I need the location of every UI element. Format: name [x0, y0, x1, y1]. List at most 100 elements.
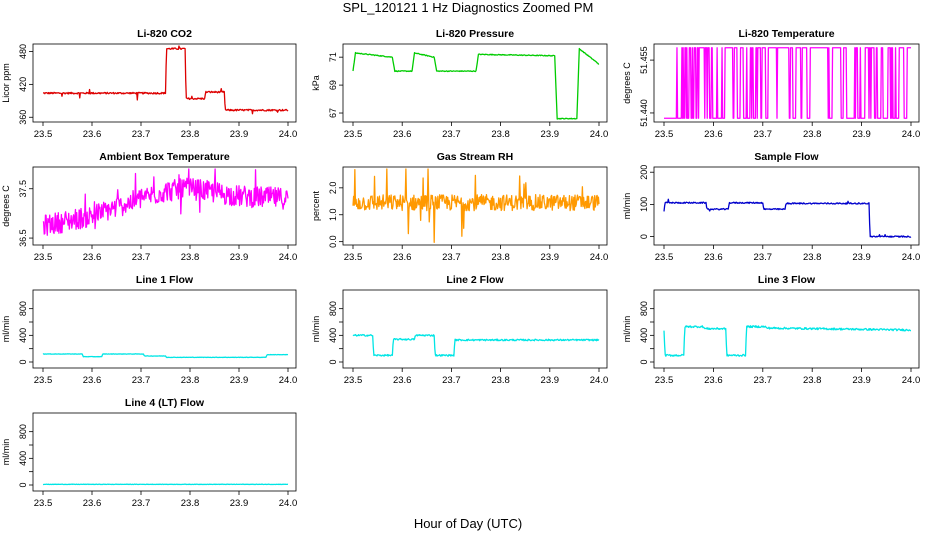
series-line-sample_flow — [663, 198, 912, 238]
x-tick-label: 23.6 — [393, 375, 412, 386]
x-tick-label: 23.8 — [181, 498, 200, 509]
y-tick-label: 0 — [639, 234, 649, 239]
y-tick-label: 0.0 — [328, 235, 338, 248]
y-tick-label: 51.440 — [639, 99, 649, 127]
plot-frame — [342, 289, 608, 369]
series-line-co2 — [42, 45, 289, 115]
y-tick-label: 0 — [18, 359, 28, 364]
panel-title: Line 3 Flow — [758, 274, 816, 286]
y-tick-label: 0 — [18, 482, 28, 487]
plot-frame — [653, 43, 920, 123]
x-tick-label: 23.7 — [754, 129, 773, 140]
y-tick-label: 1.0 — [328, 208, 338, 221]
x-tick-label: 24.0 — [902, 252, 921, 263]
x-tick-label: 23.5 — [344, 252, 363, 263]
series-line-line3 — [663, 325, 912, 357]
plot-frame — [32, 289, 297, 369]
panel-title: Li-820 CO2 — [137, 28, 192, 40]
panel-title: Line 1 Flow — [136, 274, 194, 286]
series-line-pressure — [352, 47, 600, 120]
panel-sample_flow: Sample Flow ml/min 23.5 23.6 23.7 23.8 23.9 24.… — [622, 151, 920, 263]
x-tick-label: 23.7 — [132, 252, 151, 263]
y-tick-label: 360 — [18, 110, 28, 125]
panel-title: Li-820 Temperature — [738, 28, 834, 40]
x-tick-label: 23.6 — [704, 375, 723, 386]
x-tick-label: 24.0 — [590, 129, 609, 140]
panel-title: Line 4 (LT) Flow — [125, 397, 205, 409]
series-line-line2 — [352, 333, 600, 357]
panel-co2: Li-820 CO2 Licor ppm 23.5 23.6 23.7 23.8 23.9 2… — [1, 28, 297, 140]
y-tick-label: 36.5 — [18, 229, 28, 247]
x-tick-label: 23.9 — [230, 252, 249, 263]
y-tick-label: 800 — [328, 301, 338, 316]
y-tick-label: 71 — [328, 52, 338, 62]
panel-licor_temp: Li-820 Temperature degrees C 23.5 23.6 23.7 2… — [622, 28, 920, 140]
x-tick-label: 24.0 — [902, 375, 921, 386]
x-tick-label: 23.5 — [655, 129, 674, 140]
panel-pressure: Li-820 Pressure kPa 23.5 23.6 23.7 23.8 23.9 24… — [311, 28, 608, 140]
x-tick-label: 23.9 — [541, 252, 560, 263]
x-tick-label: 23.8 — [181, 375, 200, 386]
x-tick-label: 23.9 — [230, 375, 249, 386]
y-tick-label: 420 — [18, 77, 28, 92]
y-tick-label: 400 — [639, 328, 649, 343]
plot-frame — [32, 166, 297, 246]
x-tick-label: 23.9 — [230, 129, 249, 140]
y-axis-label: ml/min — [311, 316, 321, 343]
x-tick-label: 23.5 — [34, 129, 53, 140]
panel-title: Line 2 Flow — [446, 274, 504, 286]
y-tick-label: 69 — [328, 80, 338, 90]
x-tick-label: 23.8 — [181, 129, 200, 140]
y-tick-label: 400 — [18, 451, 28, 466]
y-tick-label: 51.455 — [639, 46, 649, 74]
x-tick-label: 23.6 — [393, 252, 412, 263]
x-axis-label: Hour of Day (UTC) — [413, 516, 523, 531]
x-tick-label: 23.9 — [852, 129, 871, 140]
plot-frame — [32, 412, 297, 492]
y-axis-label: ml/min — [1, 316, 11, 343]
x-tick-label: 24.0 — [590, 252, 609, 263]
y-axis-label: ml/min — [622, 193, 632, 220]
x-tick-label: 23.8 — [803, 375, 822, 386]
x-tick-label: 23.6 — [83, 252, 102, 263]
y-tick-label: 400 — [18, 328, 28, 343]
plot-frame — [342, 166, 608, 246]
x-tick-label: 23.8 — [491, 252, 510, 263]
x-tick-label: 23.9 — [230, 498, 249, 509]
x-tick-label: 23.6 — [393, 129, 412, 140]
x-tick-label: 23.6 — [83, 375, 102, 386]
y-tick-label: 400 — [328, 328, 338, 343]
x-tick-label: 23.8 — [803, 252, 822, 263]
figure-title: SPL_120121 1 Hz Diagnostics Zoomed PM — [342, 0, 594, 15]
panel-title: Gas Stream RH — [437, 151, 513, 163]
x-tick-label: 23.5 — [34, 252, 53, 263]
x-tick-label: 23.7 — [132, 375, 151, 386]
panel-line3: Line 3 Flow ml/min 23.5 23.6 23.7 23.8 23.9 24.… — [622, 274, 920, 386]
x-tick-label: 23.7 — [442, 375, 461, 386]
y-tick-label: 200 — [639, 165, 649, 180]
x-tick-label: 24.0 — [279, 252, 298, 263]
x-tick-label: 23.7 — [442, 252, 461, 263]
y-axis-label: ml/min — [622, 316, 632, 343]
panel-title: Ambient Box Temperature — [99, 151, 230, 163]
x-tick-label: 23.8 — [181, 252, 200, 263]
y-tick-label: 480 — [18, 44, 28, 59]
x-tick-label: 23.8 — [803, 129, 822, 140]
series-line-rh — [352, 168, 600, 243]
x-tick-label: 24.0 — [902, 129, 921, 140]
x-tick-label: 23.6 — [704, 252, 723, 263]
y-tick-label: 800 — [639, 301, 649, 316]
x-tick-label: 23.7 — [442, 129, 461, 140]
panel-line2: Line 2 Flow ml/min 23.5 23.6 23.7 23.8 23.9 24.… — [311, 274, 608, 386]
y-tick-label: 100 — [639, 197, 649, 212]
x-tick-label: 23.5 — [344, 129, 363, 140]
y-tick-label: 67 — [328, 108, 338, 118]
panel-rh: Gas Stream RH percent 23.5 23.6 23.7 23.8 23.9… — [311, 151, 608, 263]
x-tick-label: 23.5 — [344, 375, 363, 386]
panel-line4: Line 4 (LT) Flow ml/min 23.5 23.6 23.7 23.8 23… — [1, 397, 297, 509]
x-tick-label: 23.5 — [655, 375, 674, 386]
x-tick-label: 23.9 — [852, 252, 871, 263]
y-axis-label: degrees C — [622, 62, 632, 104]
y-axis-label: degrees C — [1, 185, 11, 227]
